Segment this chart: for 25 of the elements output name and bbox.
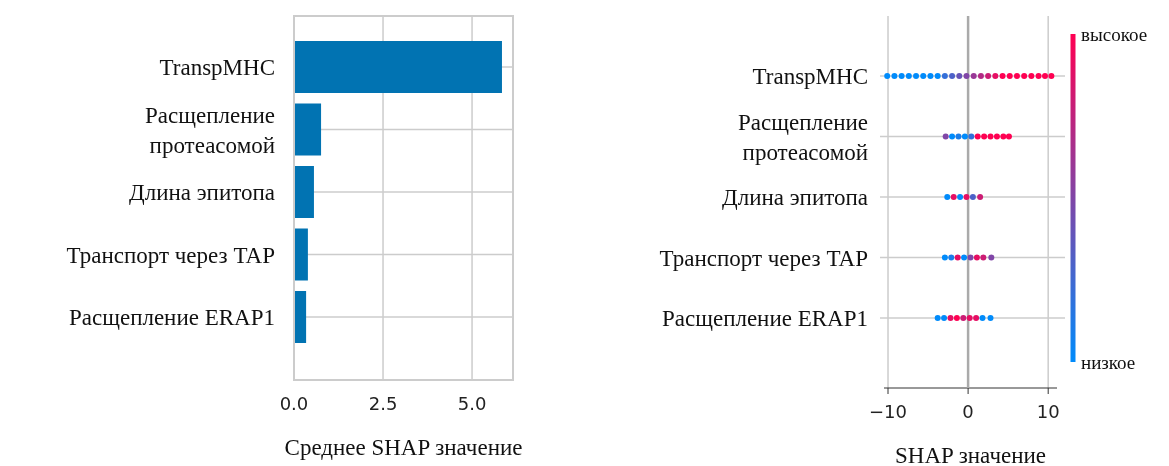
bar (294, 228, 308, 281)
x-axis-title: Среднее SHAP значение (284, 435, 523, 460)
y-tick-label: Длина эпитопа (129, 179, 275, 205)
y-tick-label: Расщепление протеасомой (145, 102, 275, 157)
y-tick-label: TranspMHC (752, 63, 868, 89)
x-tick-label: 2.5 (368, 393, 398, 414)
bar (294, 166, 314, 218)
bar (294, 291, 307, 343)
x-axis-title: SHAP значение (895, 443, 1046, 466)
y-tick-label: Расщепление протеасомой (738, 109, 868, 164)
x-tick-label: 5.0 (457, 393, 487, 414)
y-tick-label: Транспорт через TAP (659, 245, 868, 270)
y-tick-label: Транспорт через TAP (66, 242, 275, 267)
bar (294, 41, 502, 93)
x-tick-label: 10 (1036, 401, 1060, 422)
y-tick-label: TranspMHC (159, 54, 275, 80)
bar (294, 103, 322, 156)
color-bar-label: высокое (1081, 23, 1148, 45)
y-tick-label: Расщепление ERAP1 (662, 305, 868, 331)
y-tick-label: Расщепление ERAP1 (69, 304, 275, 330)
x-tick-label: 0.0 (279, 393, 309, 414)
x-tick-label: −10 (869, 401, 907, 422)
y-tick-label: Длина эпитопа (722, 184, 868, 210)
x-tick-label: 0 (962, 401, 974, 422)
color-bar-label: низкое (1081, 351, 1136, 373)
